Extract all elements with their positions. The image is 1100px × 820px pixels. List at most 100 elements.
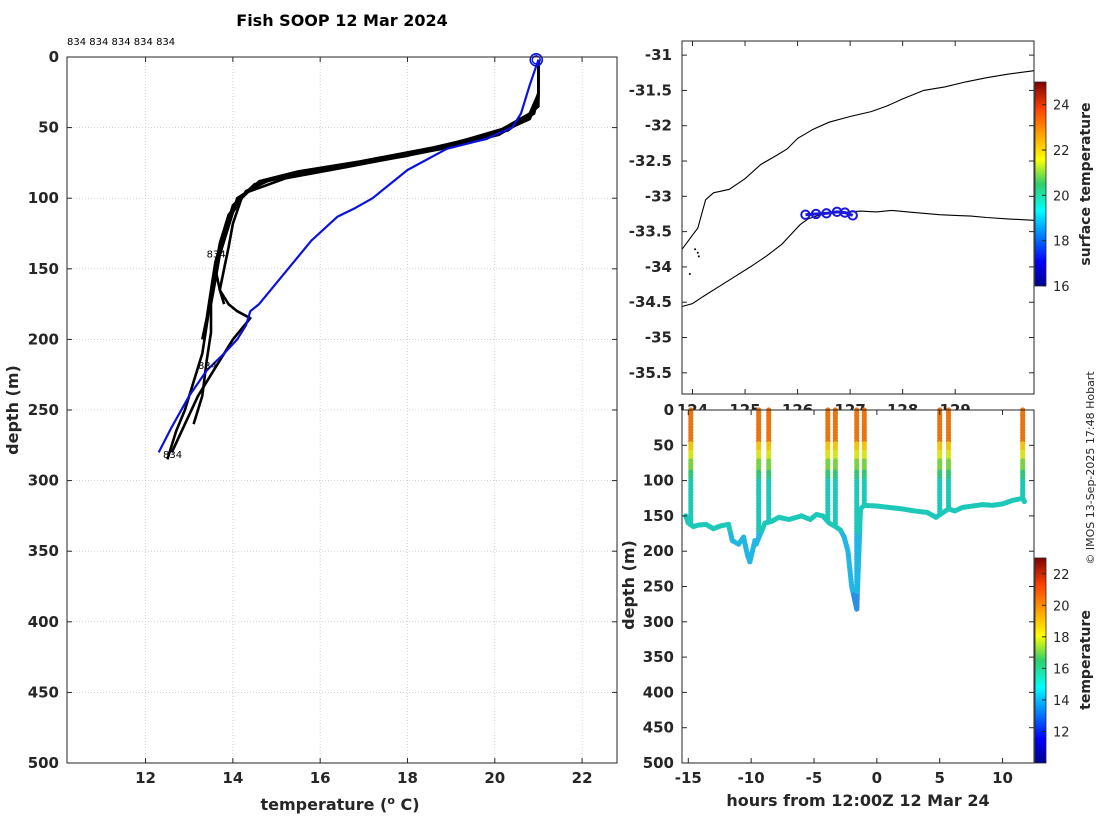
- profile-start-marker: [531, 55, 541, 65]
- ts-ytick-label: 200: [643, 542, 674, 560]
- timeseries-colorbar-label: temperature: [1078, 610, 1094, 710]
- ts-colorbar-tick-label: 22: [1053, 568, 1070, 583]
- map-colorbar-ticks: 16 18 20 22 24: [1042, 99, 1070, 295]
- ts-colorbar-tick-label: 18: [1053, 631, 1070, 646]
- timeseries-plot: 0 50 100 150 200 250 300 350 400 450 500-15 -10 -5 0 5…: [619, 401, 1094, 810]
- profile-ytick-label: 500: [28, 754, 59, 772]
- ts-xtick-label: -5: [806, 769, 823, 787]
- ship-track-point: [800, 209, 811, 220]
- map-ytick-label: -35: [645, 329, 672, 347]
- map-colorbar-tick-label: 20: [1053, 189, 1070, 204]
- map-ytick-label: -33: [645, 187, 672, 205]
- map-ytick-label: -34: [645, 258, 672, 276]
- profile-start-marker: [529, 53, 544, 67]
- profile-point-label: 834: [163, 450, 182, 461]
- map-ytick-label: -32: [645, 117, 672, 135]
- ts-ytick-label: 0: [664, 401, 674, 419]
- map-colorbar-tick-label: 16: [1053, 280, 1070, 295]
- ts-ytick-label: 350: [643, 648, 674, 666]
- track-point: [1021, 498, 1027, 505]
- map-colorbar-tick-label: 24: [1053, 99, 1070, 114]
- ts-ytick-label: 150: [643, 507, 674, 525]
- ts-ytick-label: 400: [643, 683, 674, 701]
- ts-ytick-label: 300: [643, 613, 674, 631]
- timeseries-colorbar-ticks: 12 14 16 18 20 22: [1042, 568, 1070, 740]
- profile-ytick-label: 400: [28, 613, 59, 631]
- map-ytick-label: -32.5: [629, 152, 672, 170]
- ts-colorbar-tick-label: 20: [1053, 599, 1070, 614]
- profile-point-labels: 834 834 834: [163, 250, 226, 462]
- timeseries-colorbar: [1034, 557, 1047, 764]
- map-colorbar-tick-label: 18: [1053, 235, 1070, 250]
- ship-track-point: [810, 208, 822, 220]
- profile-ytick-label: 200: [28, 330, 59, 348]
- ts-xtick-label: 10: [992, 769, 1013, 787]
- profile-ytick-label: 150: [28, 260, 59, 278]
- profile-plot: 12 14 16 18 20 22 0 50 100 150 200 250 300 350 400 450 5…: [3, 37, 618, 814]
- profile-ylabel: depth (m): [3, 365, 22, 455]
- map-colorbar-label: surface temperature: [1078, 102, 1094, 265]
- ts-ytick-label: 450: [643, 719, 674, 737]
- profile-xtick-label: 20: [484, 769, 505, 787]
- map-lines: [681, 70, 1035, 308]
- profile-ytick-label: 250: [28, 401, 59, 419]
- map-plot-area: [682, 41, 1034, 394]
- map-island-dot: [696, 251, 699, 254]
- profile-ytick-label: 300: [28, 472, 59, 490]
- profile-ticks: 12 14 16 18 20 22 0 50 100 150 200 250 300 350 400 450 5…: [28, 48, 617, 787]
- map-island-dot: [697, 255, 700, 258]
- profile-line: [170, 61, 540, 453]
- ts-colorbar-tick-label: 14: [1053, 694, 1070, 709]
- chart-title: Fish SOOP 12 Mar 2024: [236, 11, 447, 30]
- ts-ytick-label: 500: [643, 754, 674, 772]
- ts-xtick-label: -15: [675, 769, 702, 787]
- watermark: © IMOS 13-Sep-2025 17:48 Hobart: [1084, 371, 1097, 565]
- profile-ytick-label: 100: [28, 189, 59, 207]
- profile-xtick-label: 18: [397, 769, 418, 787]
- profile-xtick-label: 22: [572, 769, 593, 787]
- ts-xtick-label: 0: [872, 769, 882, 787]
- map-coastline: [681, 70, 1035, 250]
- map-plot: -31 -31.5 -32 -32.5 -33 -33.5 -34 -34.5 -35 -35.5…: [629, 40, 1094, 422]
- ts-ytick-label: 100: [643, 472, 674, 490]
- timeseries-marks: [683, 407, 1027, 612]
- profile-xtick-label: 16: [310, 769, 331, 787]
- profile-ytick-label: 450: [28, 683, 59, 701]
- ts-ytick-label: 50: [653, 436, 674, 454]
- map-island-dot: [688, 272, 691, 275]
- profile-grid: [67, 56, 617, 764]
- timeseries-ticks: 0 50 100 150 200 250 300 350 400 450 500-15 -10 -5 0 5…: [643, 401, 1034, 787]
- profile-line: [201, 59, 540, 340]
- profile-line: [214, 62, 540, 305]
- profile-xtick-label: 14: [222, 769, 243, 787]
- profile-ytick-label: 0: [49, 48, 59, 66]
- map-colorbar-tick-label: 22: [1053, 144, 1070, 159]
- latest-profile-line: [157, 59, 540, 453]
- map-ytick-label: -31.5: [629, 81, 672, 99]
- xlabel-main: temperature (: [260, 795, 387, 814]
- profile-series: [157, 53, 544, 460]
- map-ytick-label: -31: [645, 46, 672, 64]
- profile-ytick-label: 350: [28, 542, 59, 560]
- ts-colorbar-tick-label: 12: [1053, 725, 1070, 740]
- ts-colorbar-tick-label: 16: [1053, 662, 1070, 677]
- xlabel-end: C): [395, 795, 420, 814]
- ship-track-point: [821, 208, 832, 219]
- profile-point-label: 834: [198, 361, 217, 372]
- map-ytick-label: -35.5: [629, 364, 672, 382]
- timeseries-ylabel: depth (m): [619, 540, 638, 630]
- profile-top-labels: 834 834 834 834 834: [67, 37, 175, 48]
- map-island-dot: [694, 248, 697, 251]
- profile-point-label: 834: [207, 250, 226, 261]
- map-ytick-label: -33.5: [629, 223, 672, 241]
- timeseries-xlabel: hours from 12:00Z 12 Mar 24: [726, 791, 989, 810]
- profile-xlabel: temperature (o C): [260, 794, 419, 814]
- ship-track-point: [847, 210, 858, 221]
- ts-ytick-label: 250: [643, 578, 674, 596]
- map-colorbar: [1034, 81, 1047, 287]
- ship-track-line: [805, 210, 854, 217]
- map-ytick-label: -34.5: [629, 293, 672, 311]
- profile-ytick-label: 50: [38, 119, 59, 137]
- ts-xtick-label: 5: [934, 769, 944, 787]
